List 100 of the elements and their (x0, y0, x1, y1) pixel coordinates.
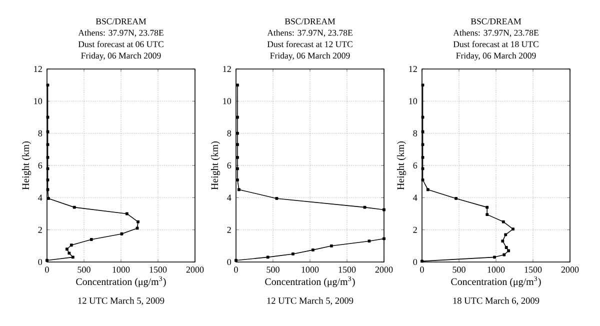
y-tick-label: 4 (38, 194, 42, 201)
point (426, 188, 430, 192)
point (368, 240, 371, 243)
point (120, 232, 124, 236)
text: Friday, 06 March 2009 (270, 52, 350, 60)
y-tick-label: 12 (223, 66, 231, 72)
point (236, 167, 239, 170)
y-tick-label: 12 (409, 66, 417, 72)
x-tick-label: 500 (266, 266, 280, 273)
text: Dust forecast at 18 UTC (453, 40, 538, 48)
chart-title: BSC/DREAM (470, 18, 522, 24)
y-tick-label: 2 (227, 226, 231, 233)
chart-title: BSC/DREAM (96, 18, 146, 24)
point (502, 253, 506, 256)
x-tick-label: 2000 (186, 266, 204, 273)
point (266, 256, 270, 259)
y-tick-label: 8 (413, 130, 418, 136)
y-tick-label: 10 (34, 98, 42, 104)
point (486, 213, 489, 216)
point (236, 178, 239, 182)
point (46, 188, 50, 192)
point (504, 233, 508, 236)
point (420, 260, 424, 263)
point (236, 116, 239, 119)
point (238, 188, 240, 192)
y-tick-label: 4 (227, 194, 232, 201)
point (71, 256, 74, 259)
x-axis-title: Concentration (μg/m$^{3}$) (451, 276, 541, 288)
x-tick-label: 1500 (150, 266, 167, 273)
point (46, 84, 50, 87)
point (421, 156, 424, 159)
chart-subtitle: Athens: 37.97N, 23.78E (78, 30, 164, 38)
chart-subtitle: Athens: 37.97N, 23.78E (267, 30, 352, 38)
point (382, 208, 386, 212)
point (136, 220, 140, 224)
point (236, 156, 239, 159)
y-tick-label: 0 (227, 258, 232, 266)
x-axis-title: Concentration (μg/m$^{3}$) (76, 276, 166, 288)
point (330, 244, 333, 248)
text: Dust forecast at 06 UTC (78, 40, 164, 48)
y-axis-title: Height (km) (22, 141, 32, 190)
y-tick-label: 10 (223, 98, 232, 104)
chart-title: BSC/DREAM (284, 18, 336, 24)
point (46, 258, 48, 262)
y-axis-title: Height (km) (210, 141, 220, 190)
point (46, 178, 50, 182)
point (493, 256, 496, 259)
text: 18 UTC March 6, 2009 (453, 297, 540, 306)
point (501, 240, 504, 243)
point (234, 258, 238, 262)
x-tick-label: 1500 (338, 266, 356, 273)
y-tick-label: 6 (227, 162, 232, 169)
point (421, 143, 424, 146)
x-tick-label: 0 (45, 266, 49, 273)
point (512, 228, 514, 230)
text: 12 UTC March 5, 2009 (78, 297, 164, 306)
y-tick-label: 12 (34, 66, 42, 72)
point (66, 248, 68, 251)
x-tick-label: 500 (452, 266, 466, 273)
chart-subtitle: Athens: 37.97N, 23.78E (453, 30, 538, 38)
point (507, 249, 510, 252)
point (236, 143, 239, 146)
x-tick-label: 2000 (561, 266, 579, 273)
x-tick-label: 0 (234, 266, 238, 273)
y-tick-label: 4 (413, 194, 418, 201)
point (46, 156, 50, 159)
y-tick-label: 2 (413, 226, 417, 233)
y-tick-label: 0 (38, 258, 42, 266)
point (421, 178, 424, 182)
y-tick-label: 8 (38, 130, 42, 136)
text: Dust forecast at 12 UTC (267, 40, 352, 48)
x-tick-label: 0 (420, 266, 424, 273)
point (275, 197, 278, 200)
point (90, 238, 93, 241)
point (421, 84, 424, 87)
y-tick-label: 0 (413, 258, 418, 266)
point (236, 84, 239, 87)
text: Friday, 06 March 2009 (81, 52, 161, 60)
y-tick-label: 6 (38, 162, 42, 169)
point (236, 132, 239, 135)
x-tick-label: 1000 (112, 266, 130, 273)
text: Friday, 06 March 2009 (456, 52, 536, 60)
y-tick-label: 6 (413, 162, 418, 169)
x-tick-label: 500 (78, 266, 90, 273)
point (486, 206, 489, 209)
x-tick-label: 1000 (488, 266, 505, 273)
y-tick-label: 8 (227, 130, 232, 136)
x-tick-label: 2000 (375, 266, 393, 273)
point (382, 237, 386, 240)
point (68, 252, 71, 255)
y-tick-label: 10 (409, 98, 418, 104)
point (125, 212, 128, 216)
text: 12 UTC March 5, 2009 (267, 297, 354, 306)
point (46, 143, 50, 146)
y-tick-label: 2 (38, 226, 42, 233)
point (502, 220, 505, 224)
point (47, 197, 50, 200)
point (363, 206, 366, 209)
point (72, 206, 76, 209)
y-axis-title: Height (km) (397, 141, 406, 190)
